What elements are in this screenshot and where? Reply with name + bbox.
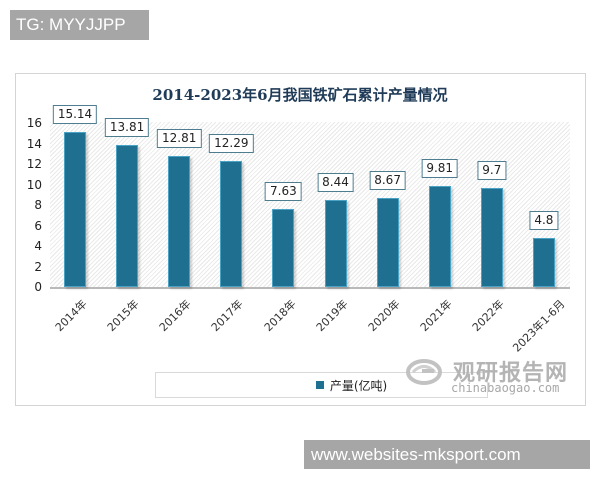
- bar-value-label: 8.44: [317, 173, 354, 193]
- bar-value-label: 4.8: [529, 210, 559, 230]
- bottom-watermark-tag: www.websites-mksport.com: [304, 440, 590, 469]
- legend-label: 产量(亿吨): [329, 378, 388, 393]
- bar-value-label: 15.14: [52, 104, 98, 124]
- bar-value-label: 9.81: [421, 159, 459, 179]
- y-tick-label: 0: [34, 280, 42, 294]
- top-watermark-tag: TG: MYYJJPP: [10, 10, 149, 40]
- y-tick-label: 4: [34, 239, 42, 253]
- x-axis-line: [50, 287, 570, 289]
- bar: [376, 198, 399, 287]
- watermark-brand-cn: 观研报告网: [453, 361, 569, 386]
- legend-swatch: [315, 381, 324, 389]
- legend: 产量(亿吨): [155, 372, 488, 398]
- y-tick-label: 12: [26, 157, 42, 171]
- bar: [64, 131, 86, 287]
- bar: [168, 155, 191, 287]
- bar: [324, 200, 347, 287]
- bar: [532, 237, 555, 287]
- y-tick-label: 16: [26, 116, 42, 130]
- bar: [428, 186, 451, 287]
- bar-value-label: 12.29: [209, 134, 254, 154]
- bar-value-label: 9.7: [477, 160, 507, 180]
- y-tick-label: 8: [34, 198, 42, 212]
- y-tick-label: 6: [34, 218, 42, 233]
- bar: [480, 187, 503, 287]
- y-tick-label: 10: [26, 177, 42, 192]
- bar-value-label: 8.67: [369, 171, 406, 191]
- watermark-brand-en: chinabaogao.com: [451, 381, 560, 395]
- bar-value-label: 7.63: [265, 181, 302, 201]
- bar-value-label: 12.81: [157, 128, 202, 148]
- y-tick-label: 2: [34, 259, 42, 274]
- bar: [220, 161, 243, 287]
- bar-value-label: 13.81: [104, 118, 150, 138]
- chinabaogao-logo-icon: [406, 359, 442, 385]
- y-tick-label: 14: [26, 136, 42, 151]
- bar: [272, 208, 295, 287]
- chinabaogao-watermark: 观研报告网 chinabaogao.com: [405, 355, 575, 395]
- chart-title: 2014-2023年6月我国铁矿石累计产量情况: [152, 86, 448, 104]
- bar: [116, 145, 139, 287]
